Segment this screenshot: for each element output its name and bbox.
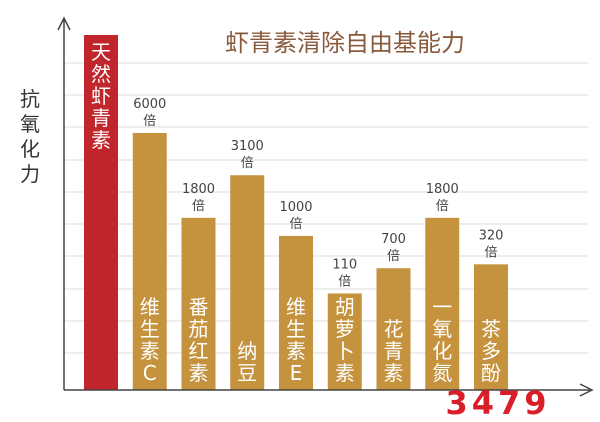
bar-label-char: 青 [384,339,404,363]
bar-label-char: 素 [140,339,160,363]
bar-label-char: 萝 [335,317,355,341]
bars: 天然虾青素维生素C6000倍番茄红素1800倍纳豆3100倍维生素E1000倍胡… [84,35,508,391]
bar-label-char: 然 [91,62,111,86]
bar-label-char: 素 [335,361,355,385]
bar-label-char: 茶 [481,317,501,341]
y-axis-label-char: 化 [20,137,40,161]
bar [84,35,118,390]
y-axis-label-char: 力 [20,162,40,186]
value-unit-label: 倍 [289,217,302,232]
bar-label-char: 茄 [189,317,209,341]
x-axis-arrow [579,383,594,397]
value-label: 1000 [279,200,312,215]
bar-label-char: 胡 [335,295,355,319]
bar-group: 纳豆 3100 倍 [230,139,265,390]
bar [474,264,508,390]
value-unit-label: 倍 [192,199,205,214]
bar-label-char: 化 [432,339,452,363]
bar [230,175,265,390]
bar-label-char: 素 [384,361,404,385]
bar-label-char: 卜 [335,339,355,363]
y-axis-arrow [57,16,71,31]
value-unit-label: 倍 [241,156,254,171]
bar-label-char: 酚 [481,361,501,385]
watermark: 3479 [445,384,550,422]
bar-label-char: 氧 [432,317,452,341]
bar-label-char: C [143,361,157,385]
y-axis-label-char: 抗 [20,87,40,111]
value-label: 1800 [182,182,215,197]
value-unit-label: 倍 [387,249,400,264]
bar [376,268,411,390]
value-unit-label: 倍 [436,199,449,214]
bar-label-char: E [290,361,303,385]
bar-label-char: 天 [91,40,111,64]
value-label: 110 [332,257,357,272]
bar-label-char: 青 [91,106,111,130]
y-axis-label-char: 氧 [20,112,40,136]
bar-label-char: 素 [286,339,306,363]
bar-label-char: 生 [140,317,160,341]
bar-label-char: 维 [286,295,306,319]
value-unit-label: 倍 [143,114,156,129]
value-unit-label: 倍 [338,274,351,289]
bar [425,217,460,390]
bar-label-char: 虾 [91,84,111,108]
bar-group: 花青素 700 倍 [376,232,411,390]
bar-label-char: 维 [140,295,160,319]
bar-group: 茶多酚 320 倍 [474,228,508,390]
bar [327,293,362,390]
bar [279,235,313,390]
value-label: 700 [381,232,406,247]
value-unit-label: 倍 [484,245,497,260]
bar-label-char: 一 [432,295,452,319]
bar [132,132,167,391]
bar [181,217,216,390]
bar-label-char: 素 [189,361,209,385]
bar-label-char: 素 [91,128,111,152]
chart-title: 虾青素清除自由基能力 [225,29,465,57]
bar-label-char: 纳 [237,339,257,363]
value-label: 3100 [231,139,264,154]
value-label: 1800 [426,182,459,197]
bar-label-char: 红 [189,339,209,363]
value-label: 6000 [133,97,166,112]
bar-label-char: 多 [481,339,501,363]
bar-label-char: 番 [189,295,209,319]
bar-label-char: 生 [286,317,306,341]
bar-label-char: 豆 [237,361,257,385]
bar-label-char: 氮 [432,361,452,385]
bar-label-char: 花 [384,317,404,341]
value-label: 320 [479,228,504,243]
axes [57,16,594,397]
